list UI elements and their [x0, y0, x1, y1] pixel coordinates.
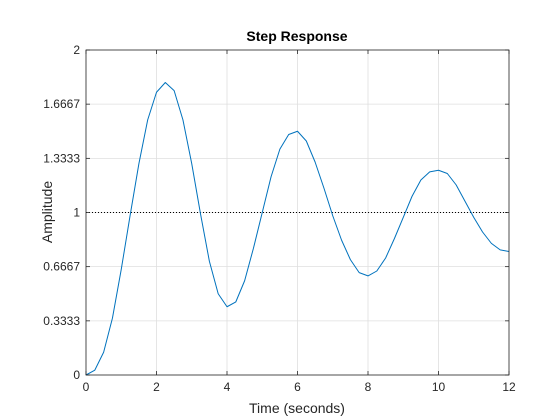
x-tick-labels: 0 2 4 6 8 10 12 [83, 380, 516, 394]
step-response-line [85, 82, 510, 376]
x-tick-label: 6 [294, 380, 301, 394]
y-tick-label: 1.3333 [43, 151, 80, 165]
x-axis-label: Time (seconds) [249, 400, 345, 416]
y-tick-label: 2 [73, 43, 80, 57]
y-tick-label: 1 [73, 206, 80, 220]
x-tick-label: 2 [153, 380, 160, 394]
chart-title: Step Response [246, 28, 347, 44]
x-tick-label: 8 [365, 380, 372, 394]
x-tick-label: 12 [502, 380, 516, 394]
y-tick-label: 0.3333 [43, 314, 80, 328]
x-tick-label: 10 [432, 380, 446, 394]
x-tick-label: 4 [224, 380, 231, 394]
y-tick-label: 1.6667 [43, 97, 80, 111]
series-group [85, 82, 510, 376]
y-tick-label: 0 [73, 368, 80, 382]
tick-marks [85, 49, 510, 376]
x-tick-label: 0 [83, 380, 90, 394]
y-axis-label: Amplitude [39, 181, 55, 243]
y-tick-labels: 0 0.3333 0.6667 1 1.3333 1.6667 2 [43, 43, 80, 382]
y-tick-label: 0.6667 [43, 260, 80, 274]
